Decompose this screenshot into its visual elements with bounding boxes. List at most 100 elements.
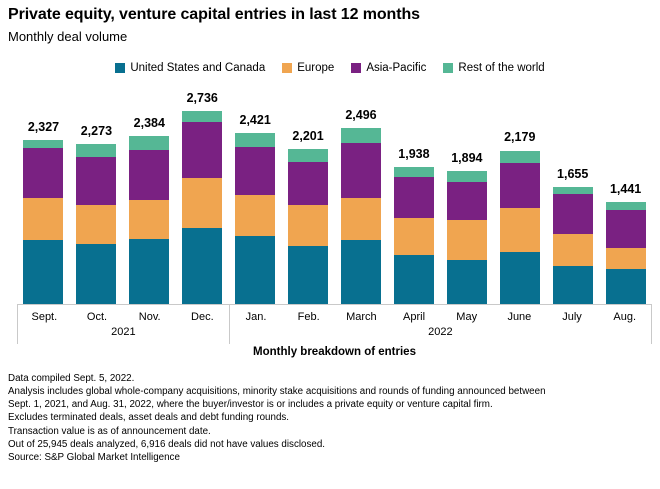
bar-segment: [605, 248, 646, 269]
bar-segment: [446, 259, 487, 304]
bar-segment: [182, 111, 223, 123]
bar-segment: [23, 140, 64, 149]
year-label-2021: 2021: [111, 326, 136, 338]
bar-segment: [552, 233, 593, 266]
bar-segment: [393, 218, 434, 255]
legend-item: Europe: [282, 62, 334, 74]
bar-nov: 2,384: [123, 90, 176, 304]
bar-june: 2,179: [493, 90, 546, 304]
footnote-line: Excludes terminated deals, asset deals a…: [8, 412, 290, 424]
month-label: Sept.: [31, 311, 58, 323]
bar-aug: 1,441: [599, 90, 652, 304]
bar-feb: 2,201: [282, 90, 335, 304]
bar-segment: [288, 204, 329, 247]
legend-label: Europe: [297, 62, 335, 74]
bar-total-label: 1,894: [451, 150, 483, 165]
bar-segment: [182, 178, 223, 228]
footnote-line: Out of 25,945 deals analyzed, 6,916 deal…: [8, 438, 325, 450]
footnote-line: Analysis includes global whole-company a…: [8, 386, 546, 398]
x-axis-group-2022: Jan. Feb. March April May June July Aug. 2022: [228, 305, 652, 344]
month-label: Oct.: [86, 311, 108, 323]
bar-july: 1,655: [546, 90, 599, 304]
bar-april: 1,938: [387, 90, 440, 304]
bar-total-label: 2,421: [239, 113, 271, 128]
bar-segment: [499, 150, 540, 163]
bar-segment: [76, 243, 117, 304]
bar-segment: [182, 227, 223, 304]
bar-may: 1,894: [440, 90, 493, 304]
bar-segment: [235, 235, 276, 304]
chart-subtitle: Monthly deal volume: [8, 29, 128, 44]
bar-segment: [499, 251, 540, 304]
month-label: Jan.: [245, 311, 267, 323]
footnote-line: Data compiled Sept. 5, 2022.: [8, 373, 135, 384]
source-line: Source: S&P Global Market Intelligence: [8, 451, 180, 463]
bar-total-label: 2,736: [186, 91, 218, 106]
legend-swatch-icon: [282, 63, 293, 73]
legend-label: Asia-Pacific: [366, 62, 427, 74]
year-label-2022: 2022: [428, 326, 453, 338]
legend-label: United States and Canada: [130, 62, 266, 74]
bar-segment: [129, 150, 170, 200]
bar-segment: [23, 197, 64, 241]
bar-segment: [340, 198, 381, 240]
bar-segment: [129, 199, 170, 240]
bar-segment: [129, 239, 170, 304]
bar-jan: 2,421: [229, 90, 282, 304]
bar-total-label: 1,938: [398, 147, 430, 162]
footnote-line: Transaction value is as of announcement …: [8, 425, 211, 437]
chart-title: Private equity, venture capital entries …: [8, 6, 420, 23]
x-axis-group-2021: Sept. Oct. Nov. Dec. 2021: [17, 305, 229, 344]
bar-segment: [235, 194, 276, 236]
bar-segment: [288, 148, 329, 162]
bar-total-label: 2,179: [504, 130, 536, 145]
bar-total-label: 2,496: [345, 108, 377, 122]
bar-segment: [499, 207, 540, 252]
bar-total-label: 2,201: [292, 128, 324, 143]
legend-item: Asia-Pacific: [351, 62, 426, 74]
month-label: March: [346, 311, 377, 323]
month-label: May: [456, 311, 478, 323]
bar-segment: [182, 122, 223, 179]
month-label: June: [507, 311, 532, 323]
bar-segment: [235, 133, 276, 147]
bar-segment: [288, 246, 329, 304]
bar-segment: [393, 167, 434, 177]
bar-segment: [552, 187, 593, 194]
legend-swatch-icon: [351, 63, 362, 73]
month-label: July: [562, 311, 582, 323]
bar-segment: [605, 202, 646, 211]
month-labels-2021: Sept. Oct. Nov. Dec.: [18, 305, 229, 323]
bar-segment: [552, 265, 593, 304]
bar-segment: [446, 181, 487, 220]
bar-segment: [499, 162, 540, 208]
bar-segment: [552, 193, 593, 234]
bar-segment: [446, 219, 487, 260]
month-label: Dec.: [191, 311, 214, 323]
bar-segment: [605, 268, 646, 304]
legend-label: Rest of the world: [458, 62, 545, 74]
bar-segment: [393, 176, 434, 219]
bar-segment: [76, 204, 117, 244]
bar-dec: 2,736: [176, 90, 229, 304]
bar-total-label: 2,327: [27, 119, 60, 134]
month-label: Feb.: [297, 311, 320, 323]
bar-segment: [23, 148, 64, 198]
plot-area: 2,327 2,273 2,384 2,736 2,421 2,201 2,496 1,938…: [17, 90, 652, 304]
bar-segment: [340, 128, 381, 144]
bar-segment: [340, 143, 381, 199]
bar-oct: 2,273: [70, 90, 123, 304]
legend-item: Rest of the world: [443, 62, 545, 74]
bar-total-label: 1,441: [609, 182, 642, 197]
month-labels-2022: Jan. Feb. March April May June July Aug.: [230, 305, 651, 323]
bar-segment: [76, 143, 117, 157]
bar-segment: [129, 136, 170, 151]
x-axis-title: Monthly breakdown of entries: [253, 346, 416, 358]
bar-segment: [393, 254, 434, 304]
bar-segment: [235, 146, 276, 195]
footnotes: Data compiled Sept. 5, 2022. Analysis inc…: [8, 372, 652, 464]
legend: United States and Canada Europe Asia-Pacif…: [8, 62, 652, 74]
bar-segment: [340, 239, 381, 304]
bar-segment: [446, 170, 487, 182]
